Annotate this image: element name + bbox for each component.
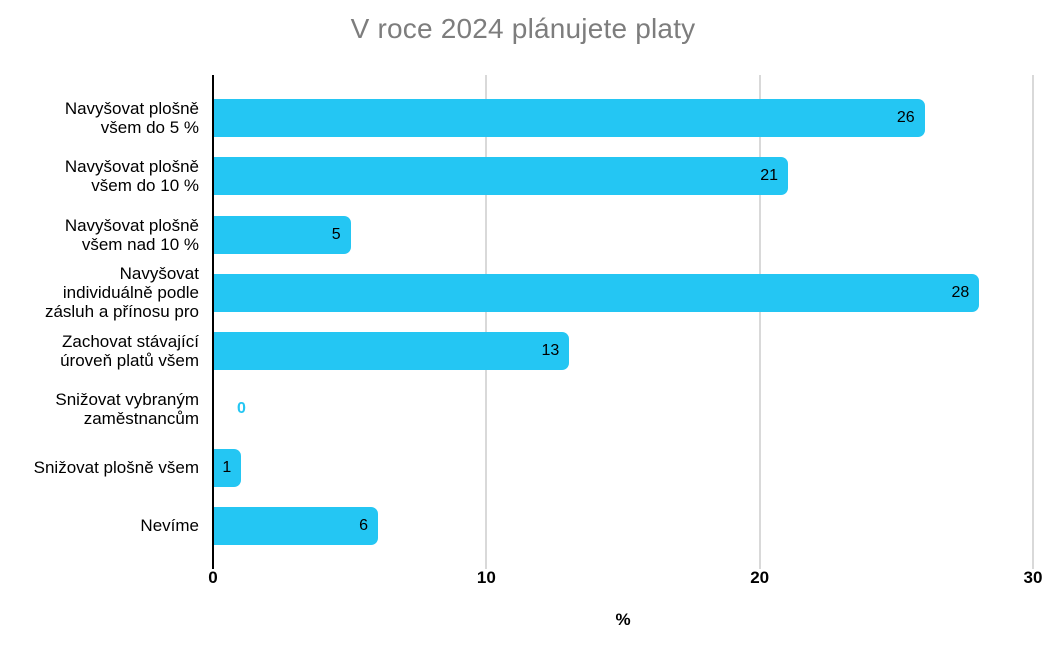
chart-row: Navyšovat plošně všem do 5 % 26 xyxy=(0,89,1033,147)
bar: 21 xyxy=(214,157,788,196)
bar-value-label: 21 xyxy=(760,167,778,185)
gridline-x-20 xyxy=(758,75,761,569)
chart-row: Zachovat stávající úroveň platů všem 13 xyxy=(0,322,1033,380)
category-label: Snižovat plošně všem xyxy=(33,458,199,478)
bar-track: 28 xyxy=(213,273,1033,312)
bar: 13 xyxy=(214,332,570,371)
bar-value-label: 5 xyxy=(331,225,341,243)
chart-rows: Navyšovat plošně všem do 5 % 26 Navyšovat … xyxy=(0,75,1033,561)
bar-value-label: 0 xyxy=(237,400,246,418)
bar-value-label: 1 xyxy=(222,458,232,476)
category-label: Navyšovat plošně všem nad 10 % xyxy=(64,215,199,254)
bar-value-label: 26 xyxy=(896,109,915,127)
category-label: Navyšovat plošně všem do 10 % xyxy=(64,157,199,196)
bar-value-label: 6 xyxy=(359,516,368,534)
bar: 5 xyxy=(214,215,351,254)
bar-value-label: 28 xyxy=(951,283,970,301)
bar: 1 xyxy=(214,448,242,487)
bar-track: 6 xyxy=(213,506,1033,545)
bar-track: 21 xyxy=(213,157,1033,196)
x-tick-label: 20 xyxy=(750,568,770,587)
chart-row: Snižovat plošně všem 1 xyxy=(0,439,1033,497)
category-label: Snižovat vybraným zaměstnancům xyxy=(55,390,199,429)
x-tick-label: 0 xyxy=(208,568,218,587)
bar: 26 xyxy=(214,99,925,138)
chart-row: Navyšovat plošně všem nad 10 % 5 xyxy=(0,206,1033,264)
chart-title: V roce 2024 plánujete platy xyxy=(350,13,696,44)
category-label: Zachovat stávající úroveň platů všem xyxy=(60,332,199,371)
x-tick-label: 10 xyxy=(476,568,496,587)
gridline-x-10 xyxy=(485,75,488,569)
chart-row: Nevíme 6 xyxy=(0,497,1033,555)
y-axis-line xyxy=(212,75,214,569)
chart-row: Snižovat vybraným zaměstnancům 0 xyxy=(0,380,1033,438)
category-label: Nevíme xyxy=(140,516,199,536)
gridline-x-30 xyxy=(1032,75,1034,569)
bar-value-label: 13 xyxy=(541,342,560,360)
category-label: Navyšovat plošně všem do 5 % xyxy=(64,99,199,138)
x-tick-label: 30 xyxy=(1023,568,1043,587)
bar: 6 xyxy=(214,506,378,545)
chart-row: Navyšovat plošně všem do 10 % 21 xyxy=(0,147,1033,205)
bar-track: 1 xyxy=(213,448,1033,487)
x-axis-ticks: 0 10 20 30 xyxy=(208,568,1042,590)
bar-track: 26 xyxy=(213,99,1033,138)
x-axis-label: % xyxy=(615,610,631,629)
gridlines xyxy=(213,75,1034,569)
bar: 28 xyxy=(214,273,980,312)
category-label: Navyšovat individuálně podle zásluh a př… xyxy=(44,264,199,322)
chart-row: Navyšovat individuálně podle zásluh a př… xyxy=(0,264,1033,322)
bar-track: 0 xyxy=(213,390,1033,428)
bar-track: 5 xyxy=(213,215,1033,254)
bar-track: 13 xyxy=(213,332,1033,371)
